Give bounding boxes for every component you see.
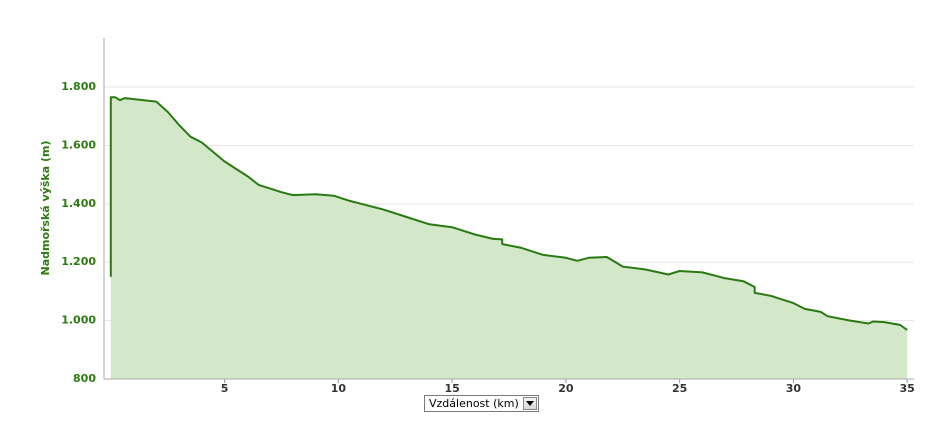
y-tick-label: 1.000 xyxy=(61,314,96,327)
x-axis-selector[interactable]: Vzdálenost (km) xyxy=(424,395,539,412)
area-fill xyxy=(110,97,908,380)
y-axis-label: Nadmořská výška (m) xyxy=(39,140,52,275)
y-tick-label: 1.800 xyxy=(61,80,96,93)
x-tick-label: 30 xyxy=(786,382,802,395)
y-tick-label: 1.400 xyxy=(61,197,96,210)
y-tick-label: 1.200 xyxy=(61,255,96,268)
arrow-icon xyxy=(525,401,534,406)
x-tick-label: 5 xyxy=(221,382,229,395)
x-tick-label: 20 xyxy=(558,382,574,395)
elevation-line xyxy=(109,96,908,331)
x-tick-label: 35 xyxy=(900,382,915,395)
x-axis-label: Vzdálenost (km) xyxy=(429,397,519,410)
y-tick-label: 800 xyxy=(73,372,96,385)
y-tick-label: 1.600 xyxy=(61,138,96,151)
x-tick-label: 15 xyxy=(444,382,459,395)
x-tick-label: 10 xyxy=(331,382,347,395)
dropdown-arrow[interactable] xyxy=(522,397,537,410)
x-tick-label: 25 xyxy=(672,382,687,395)
